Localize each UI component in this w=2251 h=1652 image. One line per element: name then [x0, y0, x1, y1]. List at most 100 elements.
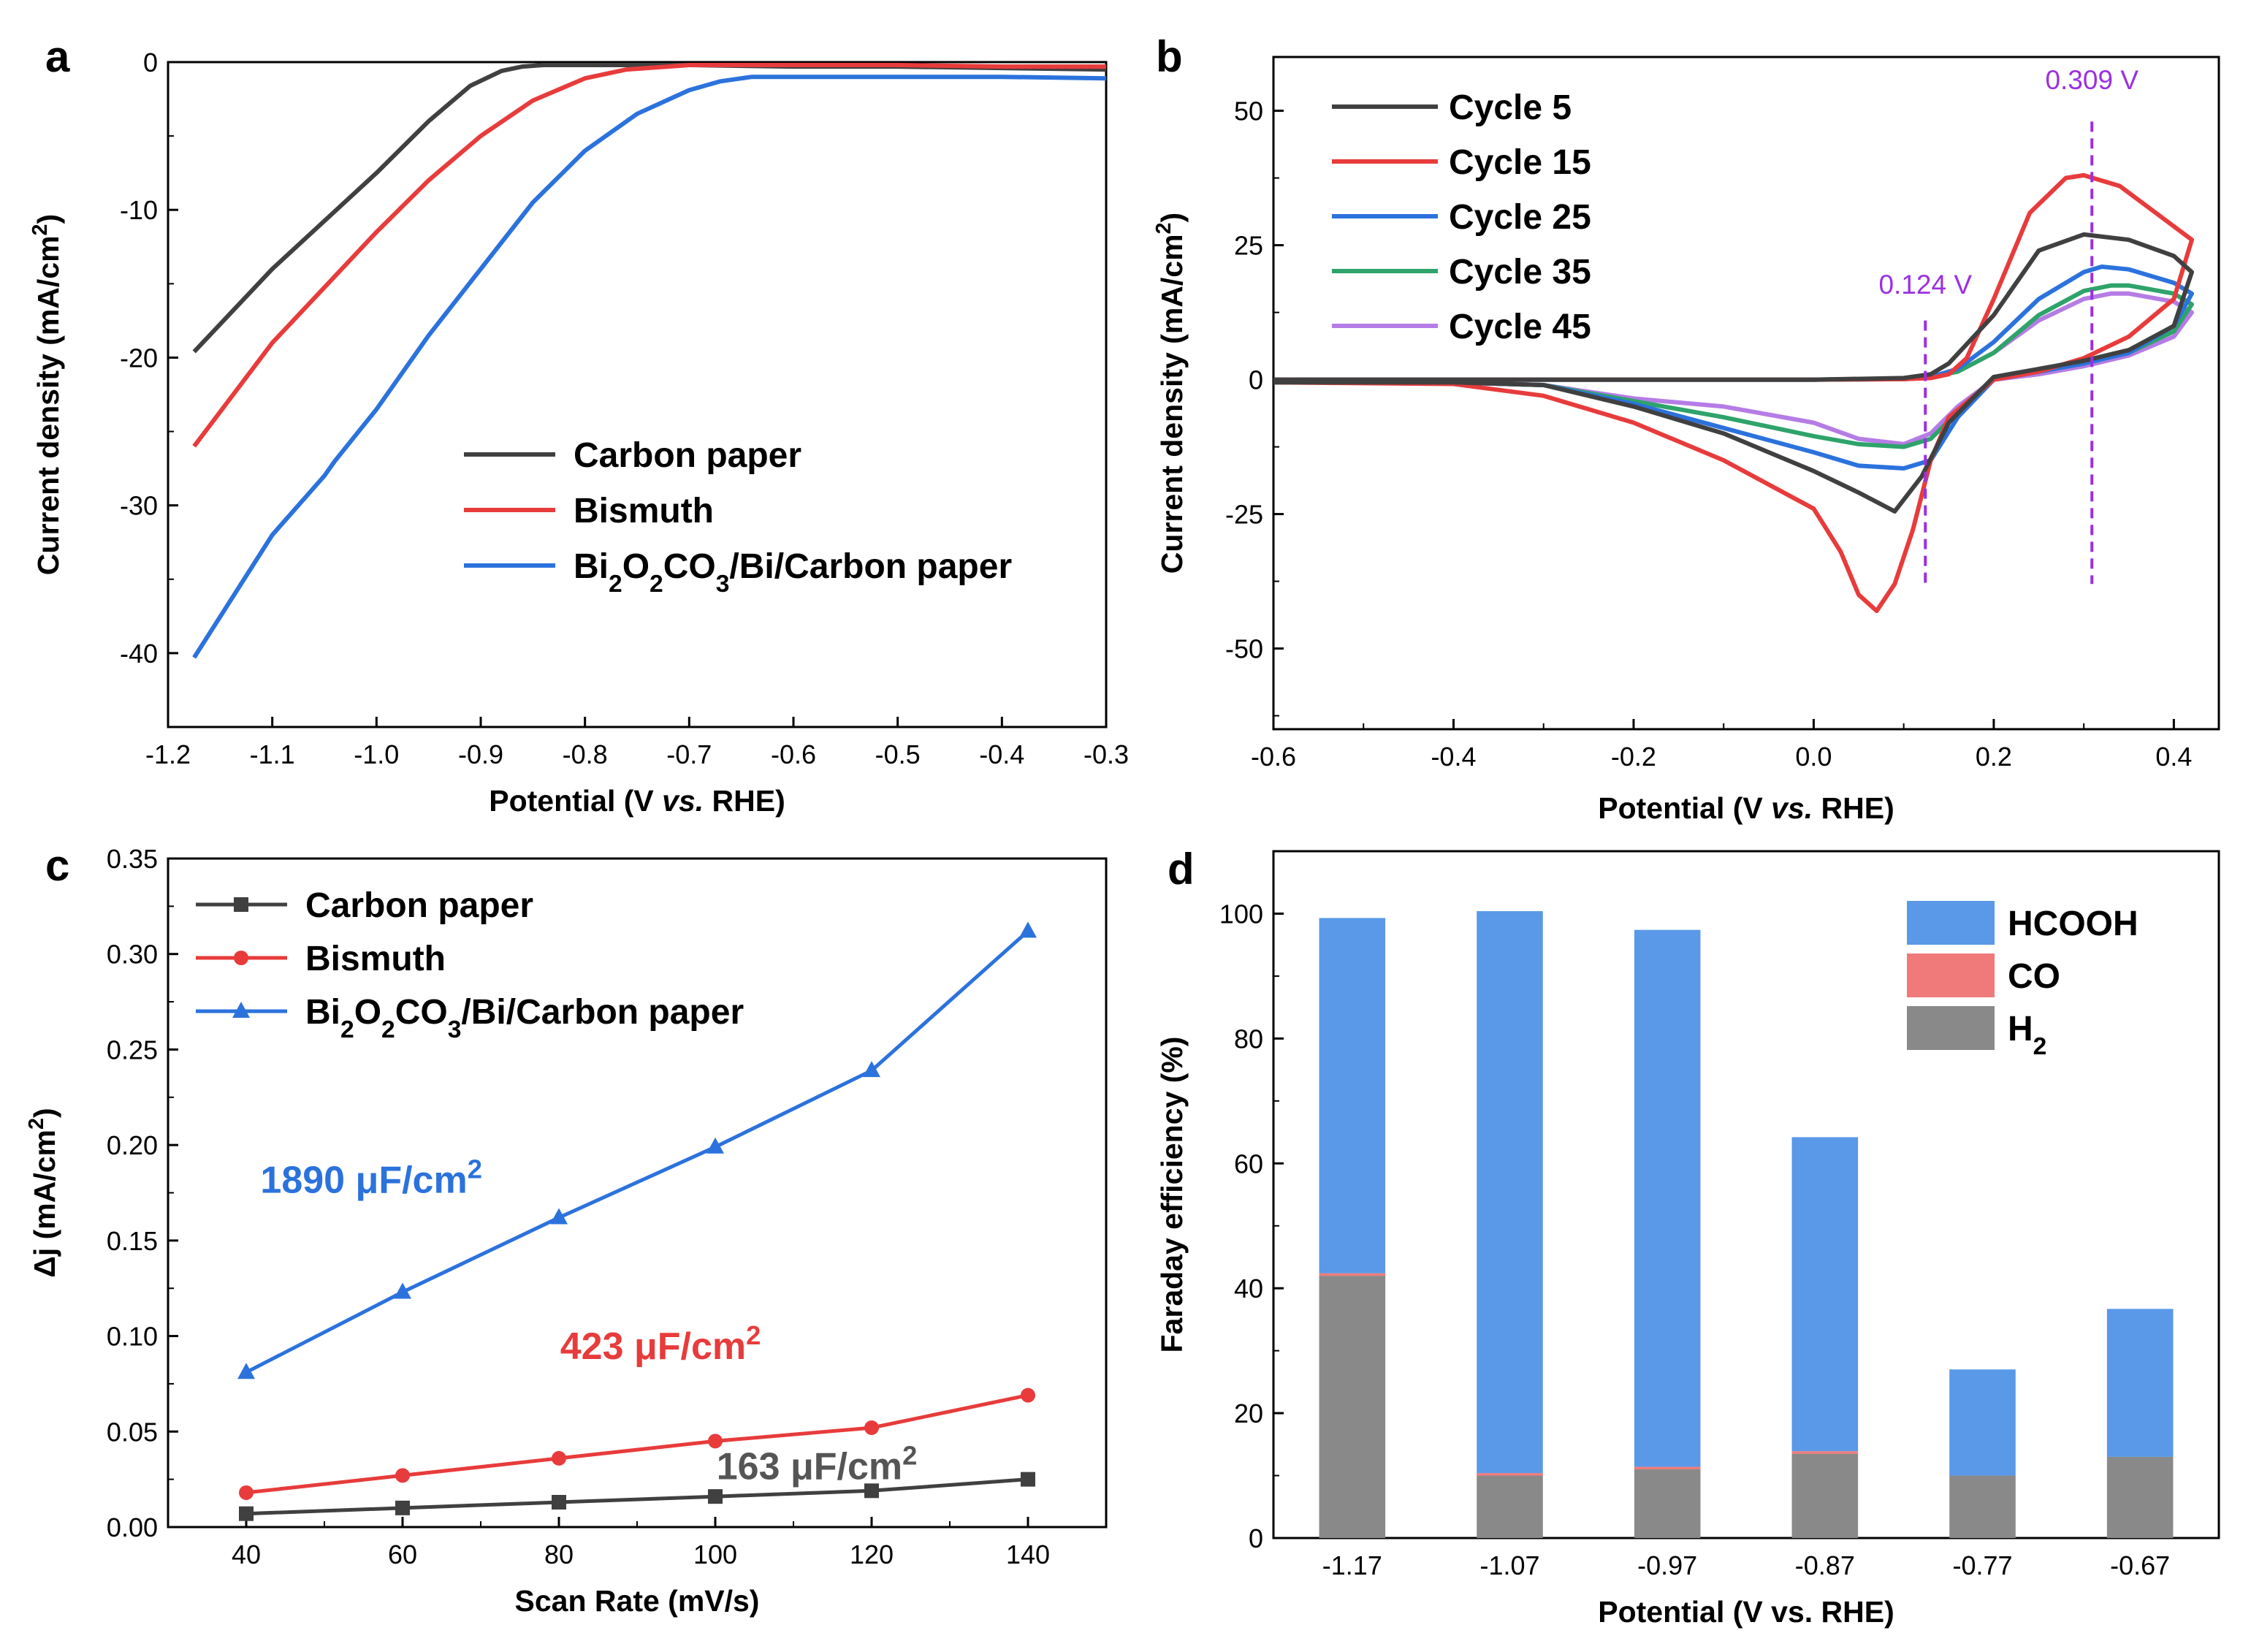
y-tick-label: -20 — [120, 343, 158, 373]
x-tick-label: -0.6 — [771, 739, 816, 769]
text-span: 2 — [650, 571, 663, 598]
series-line — [245, 929, 1029, 1374]
y-tick-label: -25 — [1225, 500, 1263, 530]
data-point — [395, 1500, 410, 1515]
data-point — [239, 1506, 254, 1521]
x-tick-label: -0.97 — [1637, 1550, 1697, 1580]
panel-d-faraday-efficiency: 0 20 40 60 80 100 -1.17 -1.07 -0.97 -0.87 -0.77 -0.… — [1155, 845, 2220, 1629]
panel-label: a — [45, 32, 70, 81]
legend-label: Cycle 15 — [1449, 143, 1591, 182]
legend-swatch — [1907, 1006, 1995, 1050]
y-tick-label: 40 — [1234, 1274, 1263, 1303]
legend-label: Bi2O2CO3/Bi/Carbon paper — [574, 547, 1012, 598]
x-tick-label: 0.2 — [1976, 742, 2012, 772]
text-span: 2 — [2033, 1033, 2047, 1060]
legend-swatch — [1907, 953, 1995, 997]
x-tick-label: -1.0 — [354, 739, 399, 769]
x-tick-label: -0.8 — [563, 739, 608, 769]
x-tick-label: -1.2 — [145, 739, 191, 769]
text-span: vs. — [662, 784, 704, 818]
text-span: Bismuth — [305, 940, 446, 978]
x-axis-label: Potential (V vs. RHE) — [1598, 1595, 1894, 1629]
data-point — [864, 1420, 879, 1436]
text-span: 2 — [340, 1016, 354, 1043]
panel-label: d — [1168, 845, 1195, 894]
y-tick-label: 80 — [1234, 1024, 1263, 1054]
text-span: Faraday efficiency (%) — [1155, 1037, 1189, 1353]
text-span: 2 — [468, 1154, 482, 1184]
text-span: Current density (mA/cm — [31, 235, 65, 575]
x-tick-label: -0.67 — [2110, 1550, 2170, 1580]
text-span: 163 μF/cm — [717, 1446, 902, 1488]
text-span: Potential (V — [1598, 791, 1771, 825]
series-line — [1273, 232, 2194, 514]
capacitance-label: 423 μF/cm2 — [560, 1320, 761, 1368]
series-line — [245, 1393, 1029, 1495]
bar-segment — [1791, 1451, 1859, 1454]
y-tick-label: -40 — [120, 639, 158, 669]
x-tick-label: -0.77 — [1952, 1550, 2012, 1580]
bar-segment — [1319, 1276, 1386, 1538]
text-span: ) — [1155, 213, 1189, 223]
x-tick-label: -0.7 — [666, 739, 712, 769]
x-tick-label: -0.6 — [1251, 742, 1296, 772]
panel-b-cyclic-voltammetry: -0.6 -0.4 -0.2 0.0 0.2 0.4 50 25 0 -25 -50 0.124 V 0… — [1152, 32, 2220, 825]
series-line — [192, 63, 1106, 448]
data-point — [1021, 1472, 1035, 1487]
text-span: 2 — [28, 224, 52, 235]
y-tick-label: 0.05 — [107, 1417, 158, 1447]
legend-label: HCOOH — [2008, 905, 2138, 943]
x-tick-label: -0.3 — [1083, 739, 1129, 769]
x-tick-label: 140 — [1006, 1539, 1050, 1569]
x-tick-label: 0.0 — [1795, 742, 1832, 772]
x-tick-label: -0.9 — [458, 739, 503, 769]
x-tick-label: -0.2 — [1611, 742, 1656, 772]
bar-segment — [1634, 1466, 1701, 1469]
text-span: HCOOH — [2008, 905, 2138, 943]
data-point — [863, 1061, 880, 1078]
y-tick-label: 0.30 — [107, 940, 158, 970]
legend-label: Carbon paper — [574, 436, 801, 475]
text-span: Bi — [574, 547, 609, 586]
x-tick-label: 120 — [850, 1539, 894, 1569]
y-tick-label: 0.25 — [107, 1035, 158, 1065]
bar-segment — [1791, 1453, 1859, 1538]
y-axis-label: Current density (mA/cm2) — [1152, 213, 1189, 574]
text-span: Bismuth — [574, 492, 714, 530]
series-line — [1273, 172, 2194, 614]
x-tick-label: 100 — [693, 1539, 737, 1569]
legend-swatch — [1907, 901, 1995, 945]
legend-label: CO — [2008, 957, 2060, 996]
legend-label: Cycle 35 — [1449, 253, 1591, 292]
text-span: vs. — [1771, 791, 1813, 825]
plot-frame — [1272, 56, 2220, 731]
text-span: 3 — [716, 571, 730, 598]
text-span: O — [622, 547, 650, 586]
text-span: 2 — [902, 1440, 917, 1470]
panel-a-voltammetry: -1.2 -1.1 -1.0 -0.9 -0.8 -0.7 -0.6 -0.5 -0.4 -0.3… — [28, 32, 1129, 818]
legend-label: Cycle 5 — [1449, 88, 1572, 127]
data-point — [239, 1485, 254, 1500]
bar-segment — [1477, 911, 1543, 1474]
y-tick-label: 0 — [1249, 365, 1263, 395]
text-span: Current density (mA/cm — [1155, 234, 1189, 574]
text-span: Bi — [305, 993, 340, 1032]
bar-segment — [1949, 1475, 2016, 1538]
data-point — [232, 1002, 250, 1018]
data-point — [706, 1137, 724, 1154]
text-span: RHE) — [704, 784, 785, 818]
data-point — [708, 1489, 723, 1504]
bar-segment — [1477, 1475, 1543, 1538]
x-tick-label: -1.17 — [1322, 1550, 1382, 1580]
text-span: Carbon paper — [305, 886, 533, 925]
y-tick-label: 0.10 — [107, 1322, 158, 1352]
legend-label: Bismuth — [305, 940, 446, 978]
peak-annotation: 0.309 V — [2045, 65, 2138, 95]
y-tick-label: 20 — [1234, 1398, 1263, 1428]
data-point — [550, 1208, 568, 1225]
text-span: /Bi/Carbon paper — [729, 547, 1012, 586]
x-axis-label: Scan Rate (mV/s) — [515, 1584, 760, 1618]
y-axis-label: Current density (mA/cm2) — [28, 214, 65, 575]
legend-label: Bismuth — [574, 492, 714, 530]
